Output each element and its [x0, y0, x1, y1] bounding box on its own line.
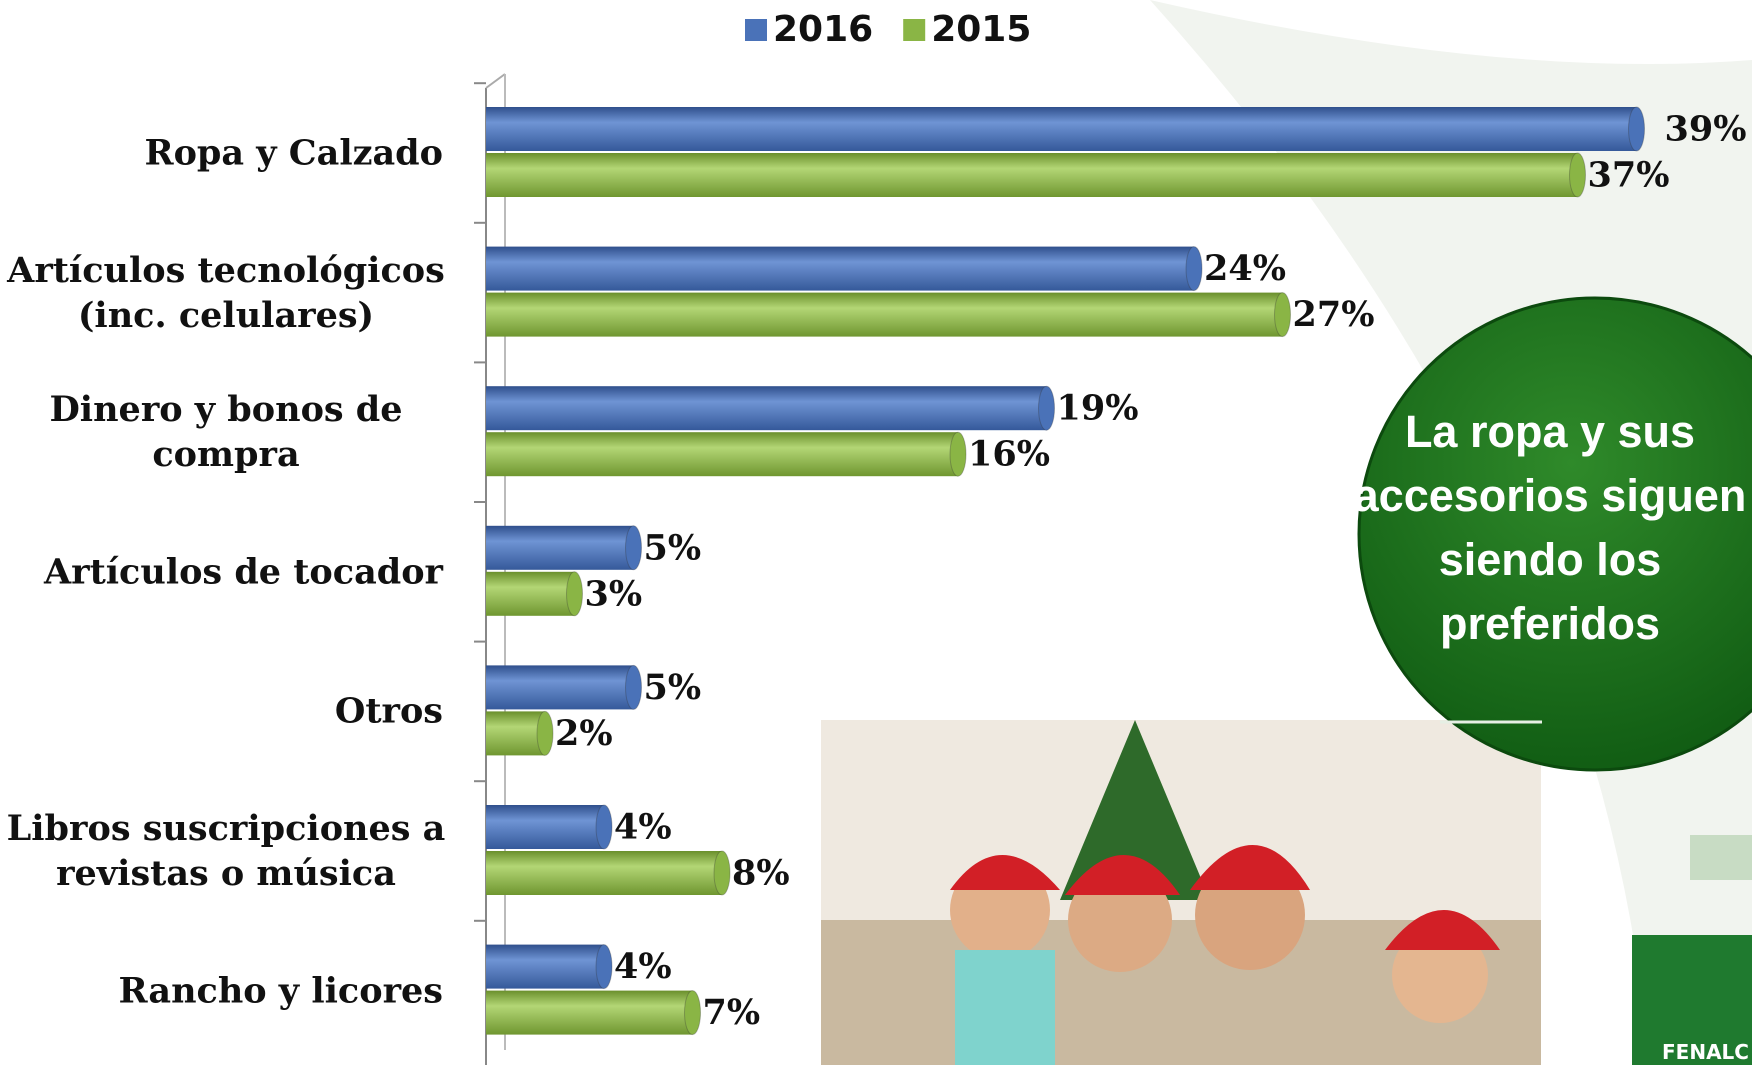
bar [486, 385, 1055, 431]
bar-body [486, 711, 545, 756]
bar-cap [1628, 106, 1645, 152]
callout-circle [1357, 296, 1752, 772]
value-label: 8% [732, 853, 790, 894]
bar-body [486, 153, 1578, 197]
axis-3d [485, 73, 506, 89]
bar-body [486, 805, 604, 849]
bar [486, 292, 1291, 338]
category-label: Otros [334, 690, 443, 732]
bar [486, 664, 642, 710]
value-label: 37% [1588, 155, 1670, 196]
bar-cap [595, 944, 613, 990]
category-label: Rancho y licores [118, 970, 444, 1012]
bar [486, 152, 1586, 198]
bar-body [486, 107, 1637, 151]
bar-body [486, 944, 604, 989]
legend-swatch [745, 19, 767, 41]
bar-cap [625, 525, 642, 571]
value-label: 3% [585, 573, 643, 614]
value-label: 24% [1204, 248, 1286, 289]
legend-swatch [903, 19, 926, 41]
category-label: Ropa y Calzado [144, 132, 444, 174]
category-label: Dinero y bonos de compra [49, 389, 403, 476]
photo-hat [1190, 845, 1310, 890]
bar [486, 804, 613, 850]
bar-body [486, 432, 958, 477]
bar-body [486, 246, 1194, 291]
bar-body [486, 386, 1047, 431]
bar-cap [1569, 152, 1586, 198]
bar [486, 525, 642, 571]
photo-hat [1065, 855, 1180, 895]
bar-cap [595, 804, 613, 850]
bar [486, 106, 1645, 152]
bar-cap [1274, 292, 1291, 338]
photo-gift [955, 950, 1055, 1065]
bar-cap [949, 431, 967, 477]
background-shape [1150, 0, 1752, 1065]
logo-block [1690, 835, 1752, 880]
bar-body [486, 525, 634, 570]
bar [486, 246, 1203, 292]
category-label: Artículos de tocador [43, 551, 443, 593]
photo-tree [1060, 720, 1210, 900]
bar [486, 990, 701, 1036]
bar-body [486, 292, 1283, 337]
photo [821, 720, 1541, 1065]
bar-body [486, 665, 634, 710]
category-label: Artículos tecnológicos (inc. celulares) [7, 249, 445, 336]
bar-cap [536, 710, 554, 756]
bar-body [486, 851, 722, 895]
bar-cap [713, 850, 731, 896]
logo-text: FENALC [1662, 1040, 1749, 1064]
value-label: 7% [703, 992, 761, 1033]
bar-cap [625, 664, 642, 710]
value-label: 27% [1293, 294, 1375, 335]
value-label: 4% [614, 807, 672, 848]
value-label: 5% [644, 667, 702, 708]
photo-hat [1385, 910, 1500, 950]
bar [486, 710, 554, 756]
bar-cap [566, 571, 583, 617]
bar [486, 850, 731, 896]
bar-body [486, 571, 575, 616]
bar [486, 571, 583, 617]
legend-label: 2015 [931, 9, 1031, 50]
bar-cap [684, 990, 701, 1036]
value-label: 19% [1057, 388, 1139, 429]
bar-body [486, 990, 693, 1035]
value-label: 4% [614, 946, 672, 987]
bar-cap [1038, 385, 1055, 431]
callout-text: La ropa y sus accesorios siguen siendo l… [1353, 406, 1747, 649]
value-label: 5% [644, 527, 702, 568]
value-label: 2% [555, 713, 613, 754]
bar [486, 431, 967, 477]
legend-label: 2016 [773, 9, 873, 50]
value-label: 16% [968, 434, 1050, 475]
category-label: Libros suscripciones a revistas o música [6, 808, 446, 894]
photo-hat [950, 855, 1060, 890]
bar-cap [1185, 246, 1203, 292]
photo-person [1392, 927, 1488, 1023]
value-label: 39% [1665, 109, 1747, 150]
bar [486, 944, 613, 990]
logo [1632, 935, 1752, 1065]
